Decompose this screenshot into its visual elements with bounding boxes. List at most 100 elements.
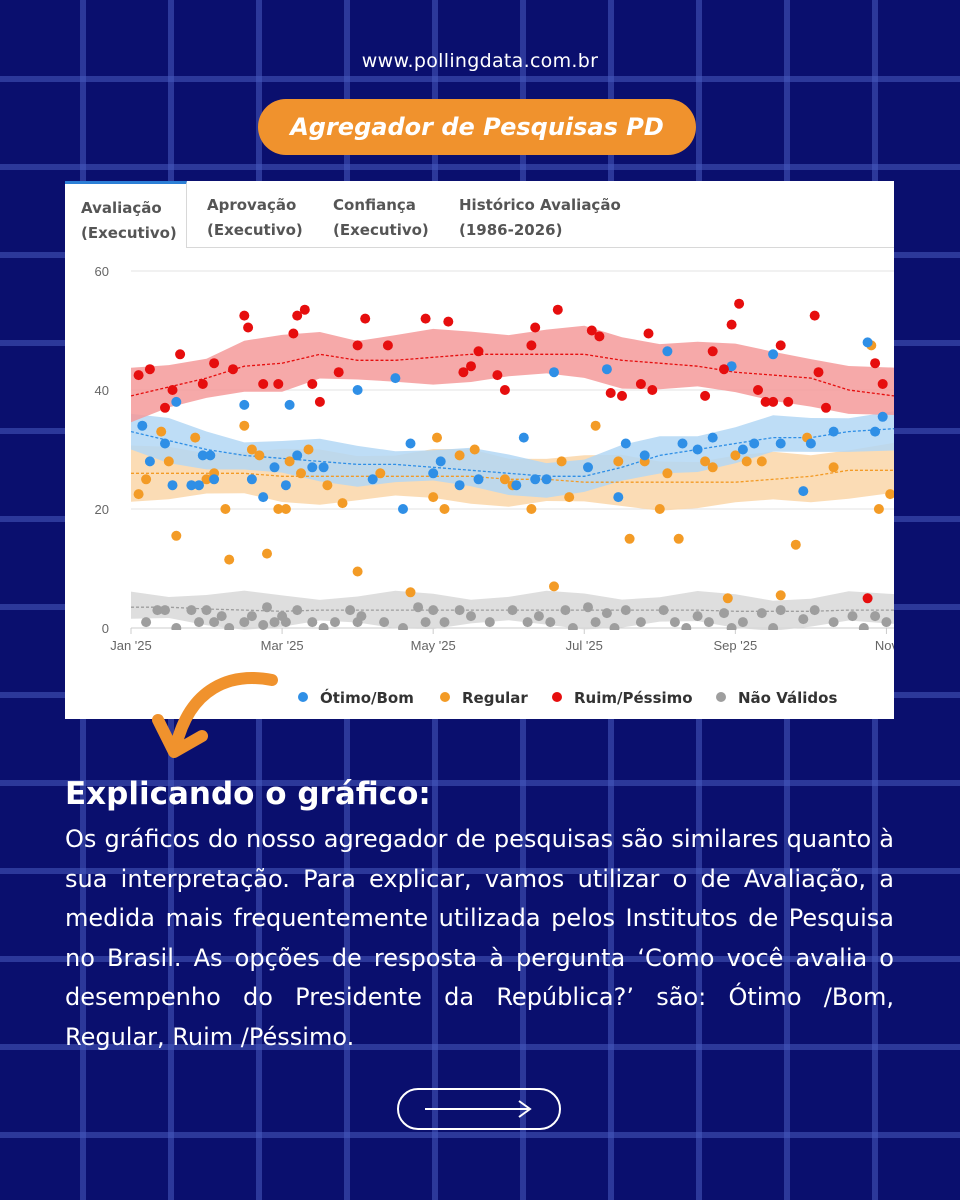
chart-tabs: Avaliação (Executivo) Aprovação (Executi…	[65, 181, 894, 248]
data-point	[658, 605, 669, 616]
data-point	[254, 450, 265, 461]
site-url[interactable]: www.pollingdata.com.br	[361, 50, 599, 72]
data-point	[847, 611, 858, 622]
data-point	[454, 450, 465, 461]
data-point	[288, 328, 299, 339]
data-point	[518, 432, 529, 443]
tab-aprovacao[interactable]: Aprovação (Executivo)	[207, 181, 317, 247]
data-point	[405, 587, 416, 598]
data-point	[613, 456, 624, 467]
data-point	[243, 322, 254, 333]
data-point	[439, 504, 450, 514]
data-point	[197, 379, 208, 389]
data-point	[549, 581, 559, 592]
data-point	[601, 608, 612, 619]
data-point	[345, 605, 356, 616]
data-point	[280, 504, 291, 514]
data-point	[318, 462, 329, 473]
data-point	[307, 462, 318, 473]
data-point	[756, 608, 767, 619]
data-point	[484, 617, 495, 628]
data-point	[624, 533, 635, 544]
data-point	[775, 340, 786, 351]
data-point	[564, 492, 575, 503]
data-point	[813, 367, 824, 378]
data-point	[798, 614, 809, 625]
data-point	[144, 456, 155, 467]
data-point	[756, 456, 767, 467]
data-point	[526, 504, 537, 514]
tab-confianca[interactable]: Confiança (Executivo)	[333, 181, 443, 247]
data-point	[269, 462, 280, 473]
data-point	[635, 379, 646, 389]
data-point	[296, 468, 306, 479]
data-point	[141, 474, 152, 485]
chart-panel: Avaliação (Executivo) Aprovação (Executi…	[65, 181, 894, 719]
tab-avaliacao[interactable]: Avaliação (Executivo)	[65, 181, 187, 248]
data-point	[186, 605, 197, 616]
data-point	[681, 623, 692, 630]
x-tick-label: Jan '25	[110, 638, 152, 653]
data-point	[700, 456, 711, 467]
x-tick-label: Nov	[875, 638, 894, 653]
data-point	[707, 346, 718, 357]
data-point	[726, 319, 737, 330]
data-point	[730, 450, 741, 461]
x-tick-label: Mar '25	[261, 638, 304, 653]
legend-label: Não Válidos	[738, 689, 837, 707]
data-point	[620, 605, 631, 616]
data-point	[239, 399, 250, 410]
data-point	[258, 620, 269, 630]
tab-label-line2: (Executivo)	[81, 224, 177, 242]
data-point	[805, 438, 816, 449]
data-point	[367, 474, 378, 485]
data-point	[322, 480, 333, 491]
data-point	[530, 474, 541, 485]
data-point	[692, 444, 703, 455]
data-point	[375, 468, 386, 479]
data-point	[783, 396, 794, 407]
data-point	[144, 364, 155, 375]
data-point	[639, 450, 650, 461]
data-point	[292, 310, 303, 321]
next-button[interactable]	[397, 1088, 561, 1130]
data-point	[160, 605, 170, 616]
data-point	[220, 504, 231, 514]
data-point	[749, 438, 760, 449]
trend-line-0	[131, 428, 894, 477]
data-point	[379, 617, 390, 628]
legend-label: Regular	[462, 689, 528, 707]
data-point	[620, 438, 631, 449]
data-point	[594, 331, 605, 342]
data-point	[307, 617, 318, 628]
tab-label-line1: Confiança	[333, 196, 416, 214]
data-point	[314, 396, 325, 407]
data-point	[171, 530, 182, 541]
data-point	[473, 474, 484, 485]
data-point	[677, 438, 688, 449]
data-point	[499, 385, 510, 395]
data-point	[352, 566, 363, 577]
legend-marker	[716, 692, 726, 702]
data-point	[432, 432, 442, 443]
data-point	[398, 623, 408, 630]
data-point	[590, 420, 601, 431]
data-point	[549, 367, 559, 378]
data-point	[133, 370, 144, 381]
data-point	[552, 304, 563, 315]
data-point	[224, 554, 235, 565]
data-point	[507, 605, 518, 616]
data-point	[246, 474, 257, 485]
data-point	[613, 492, 624, 503]
y-tick-label: 40	[95, 383, 109, 398]
data-point	[768, 349, 779, 360]
tab-historico-avaliacao[interactable]: Histórico Avaliação (1986-2026)	[459, 181, 639, 247]
data-point	[719, 608, 729, 619]
data-point	[609, 623, 620, 630]
data-point	[458, 367, 469, 378]
tab-label-line2: (Executivo)	[207, 221, 303, 239]
aggregator-title-badge: Agregador de Pesquisas PD	[258, 99, 696, 155]
data-point	[224, 623, 235, 630]
tab-label-line1: Aprovação	[207, 196, 297, 214]
data-point	[273, 379, 284, 389]
